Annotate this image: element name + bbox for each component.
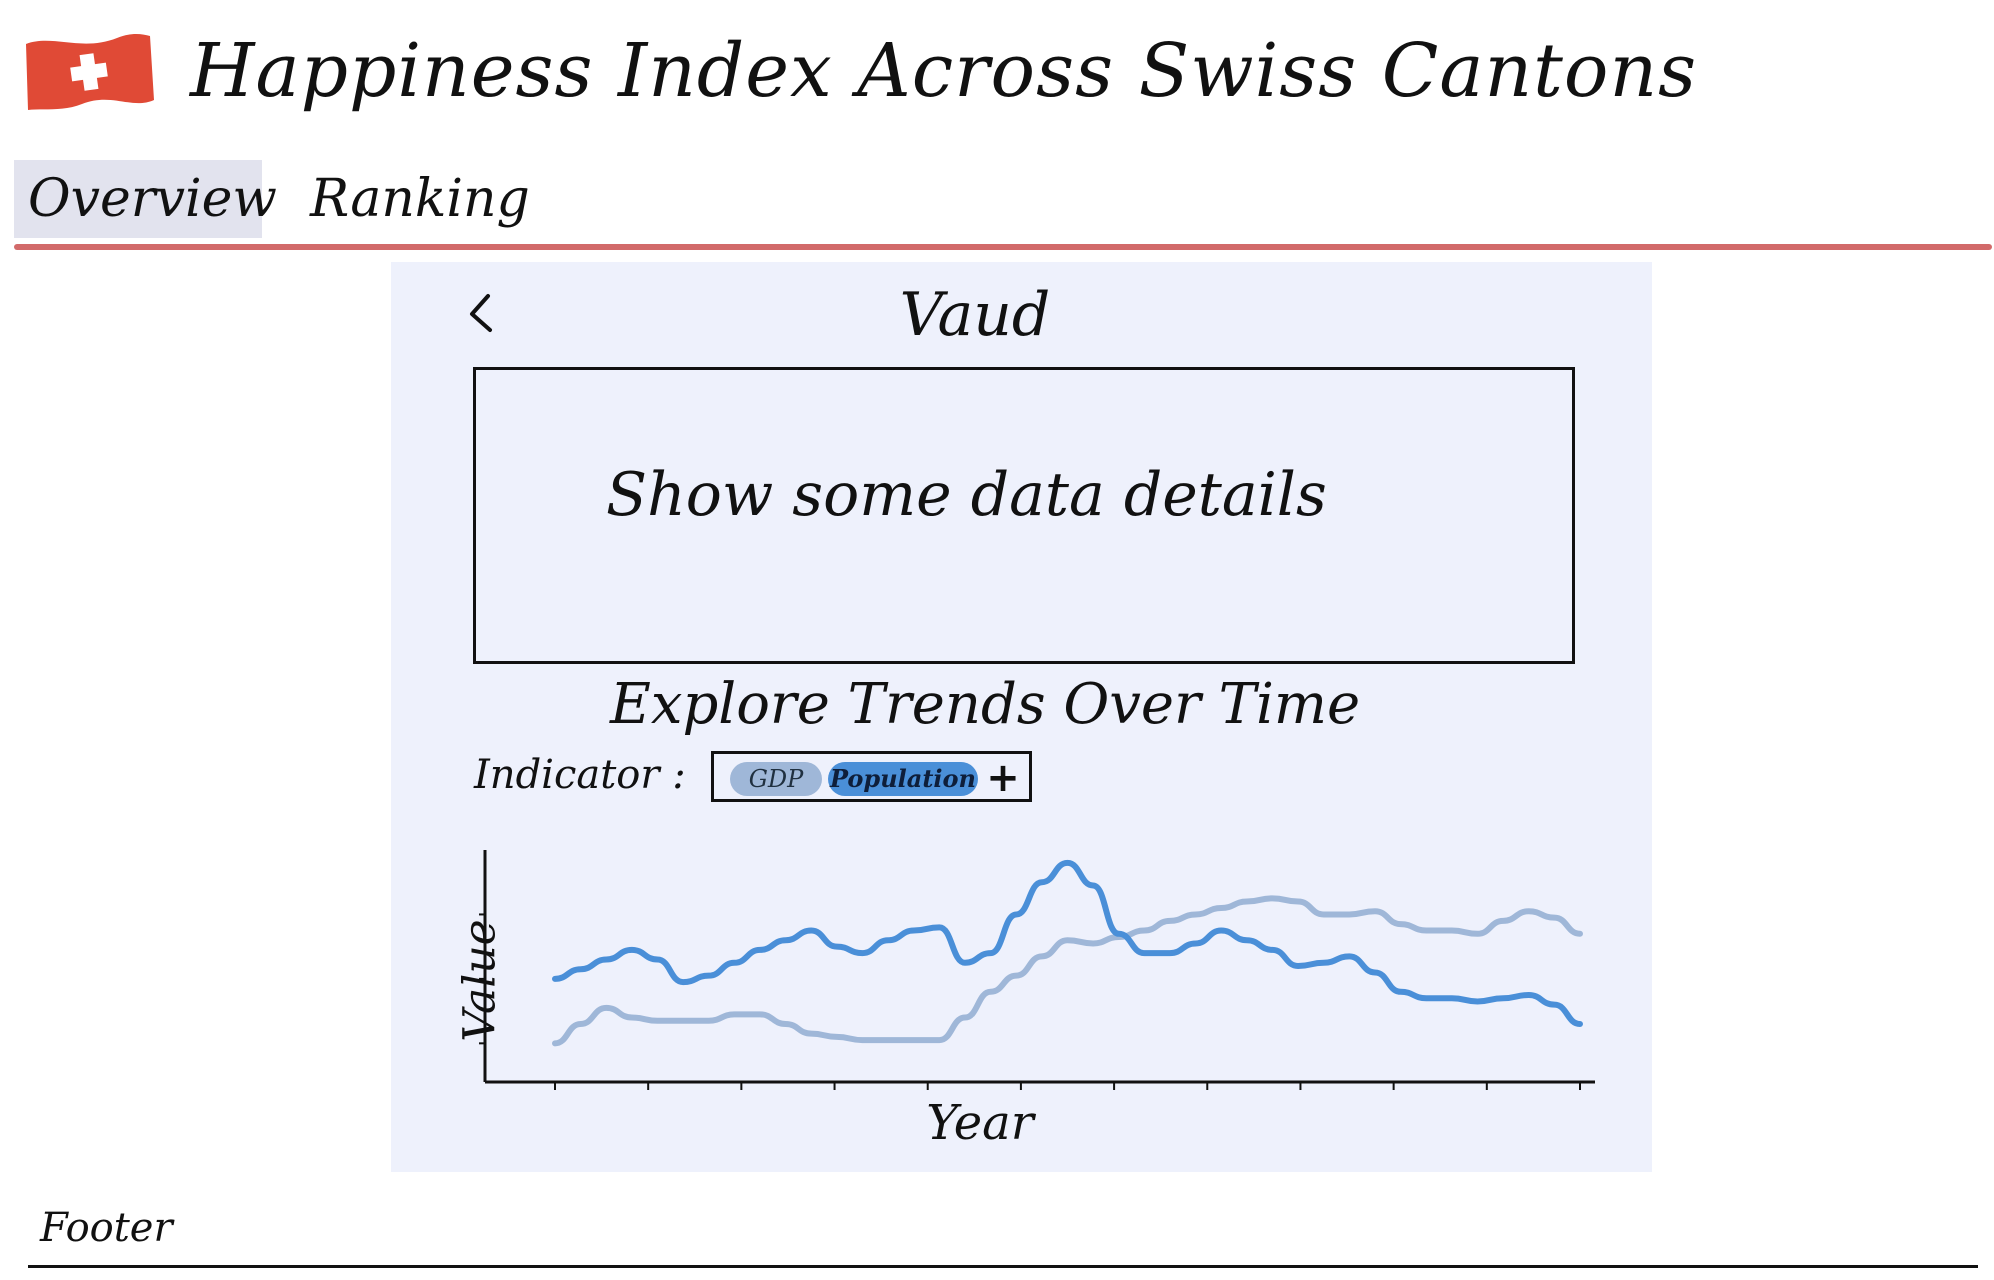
y-axis-label: Value xyxy=(454,919,506,1042)
data-details-box: Show some data details xyxy=(473,367,1575,664)
indicator-chip-population[interactable]: Population xyxy=(828,762,978,796)
tab-divider xyxy=(14,244,1992,250)
indicator-label: Indicator : xyxy=(474,752,686,798)
canton-detail-panel xyxy=(391,262,1652,1172)
footer-divider xyxy=(28,1265,1978,1268)
canton-title: Vaud xyxy=(899,280,1051,350)
data-details-text: Show some data details xyxy=(606,460,1327,530)
tab-ranking[interactable]: Ranking xyxy=(310,169,530,229)
chevron-left-icon[interactable] xyxy=(462,290,502,340)
swiss-flag-icon xyxy=(26,34,154,110)
tab-overview[interactable]: Overview xyxy=(14,160,277,238)
trend-line-chart xyxy=(479,850,1595,1090)
plus-icon[interactable]: + xyxy=(986,755,1020,801)
footer-text: Footer xyxy=(40,1205,173,1251)
indicator-chip-gdp[interactable]: GDP xyxy=(730,762,822,796)
x-axis-label: Year xyxy=(926,1095,1034,1151)
app-title: Happiness Index Across Swiss Cantons xyxy=(190,28,1698,114)
series-line-1 xyxy=(552,895,1583,1047)
trends-section-title: Explore Trends Over Time xyxy=(610,672,1361,737)
indicator-selector: GDP Population + xyxy=(711,751,1032,802)
series-line-0 xyxy=(552,859,1583,1027)
